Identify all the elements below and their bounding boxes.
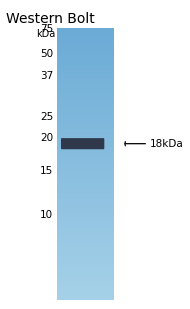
Text: 20: 20 xyxy=(40,133,53,142)
Text: Western Bolt: Western Bolt xyxy=(6,12,94,26)
Text: 25: 25 xyxy=(40,112,53,122)
Text: 37: 37 xyxy=(40,71,53,81)
Text: 10: 10 xyxy=(40,210,53,220)
Text: kDa: kDa xyxy=(36,29,55,39)
FancyBboxPatch shape xyxy=(61,138,104,149)
Text: 18kDa: 18kDa xyxy=(150,139,184,149)
Text: 50: 50 xyxy=(40,49,53,59)
Text: 75: 75 xyxy=(40,24,53,34)
Text: 15: 15 xyxy=(40,167,53,176)
